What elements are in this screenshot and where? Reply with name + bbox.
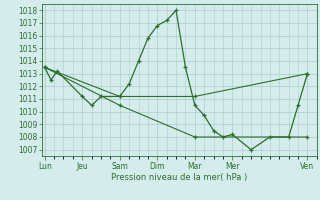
X-axis label: Pression niveau de la mer( hPa ): Pression niveau de la mer( hPa ) [111,173,247,182]
